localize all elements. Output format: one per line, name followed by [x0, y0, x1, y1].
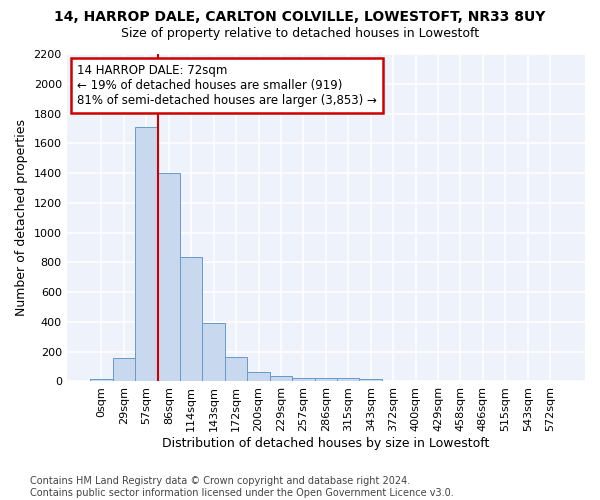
Text: 14, HARROP DALE, CARLTON COLVILLE, LOWESTOFT, NR33 8UY: 14, HARROP DALE, CARLTON COLVILLE, LOWES…	[55, 10, 545, 24]
X-axis label: Distribution of detached houses by size in Lowestoft: Distribution of detached houses by size …	[162, 437, 490, 450]
Bar	[113, 358, 135, 382]
Bar	[158, 173, 180, 382]
Bar	[225, 357, 247, 382]
Bar	[270, 376, 292, 382]
Y-axis label: Number of detached properties: Number of detached properties	[15, 119, 28, 316]
Bar	[202, 324, 225, 382]
Bar	[180, 257, 202, 382]
Text: Contains HM Land Registry data © Crown copyright and database right 2024.
Contai: Contains HM Land Registry data © Crown c…	[30, 476, 454, 498]
Bar	[359, 379, 382, 382]
Text: 14 HARROP DALE: 72sqm
← 19% of detached houses are smaller (919)
81% of semi-det: 14 HARROP DALE: 72sqm ← 19% of detached …	[77, 64, 377, 107]
Bar	[135, 127, 158, 382]
Bar	[314, 378, 337, 382]
Text: Size of property relative to detached houses in Lowestoft: Size of property relative to detached ho…	[121, 28, 479, 40]
Bar	[247, 372, 270, 382]
Bar	[90, 379, 113, 382]
Bar	[337, 378, 359, 382]
Bar	[292, 378, 314, 382]
